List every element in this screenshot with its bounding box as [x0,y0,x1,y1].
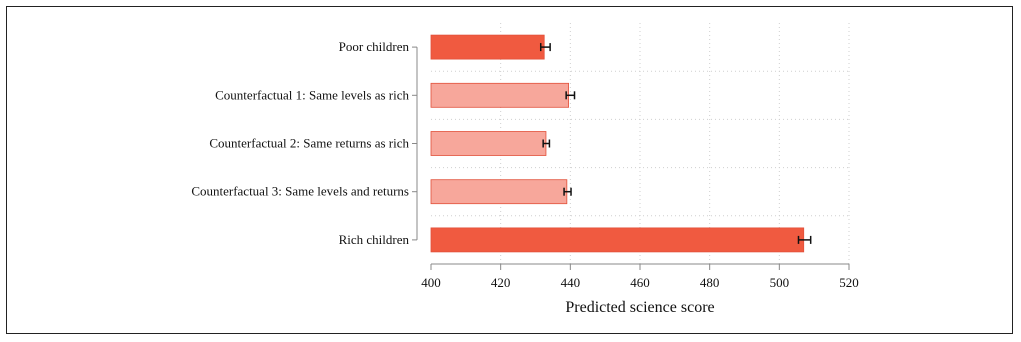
x-axis: 400 420 440 460 480 500 520 [421,263,859,290]
x-tick-label: 460 [630,275,650,290]
grid-lines [431,23,850,264]
bar [430,131,547,156]
category-label: Counterfactual 3: Same levels and return… [191,184,409,199]
chart-frame [6,6,1013,334]
category-label: Counterfactual 1: Same levels as rich [215,87,409,102]
x-tick-label: 420 [491,275,511,290]
category-label: Rich children [339,232,410,247]
bar [430,34,545,60]
y-axis: Poor children Counterfactual 1: Same leve… [191,39,418,247]
x-tick-label: 520 [839,275,859,290]
x-tick-label: 480 [700,275,720,290]
category-label: Poor children [339,39,410,54]
x-axis-title: Predicted science score [565,299,714,316]
x-tick-label: 440 [561,275,581,290]
bar [430,82,569,108]
x-tick-label: 500 [770,275,790,290]
bar [430,179,568,205]
bar [430,227,805,253]
error-bars [539,43,812,244]
bars [430,34,805,253]
x-tick-label: 400 [421,275,441,290]
category-label: Counterfactual 2: Same returns as rich [209,136,409,151]
